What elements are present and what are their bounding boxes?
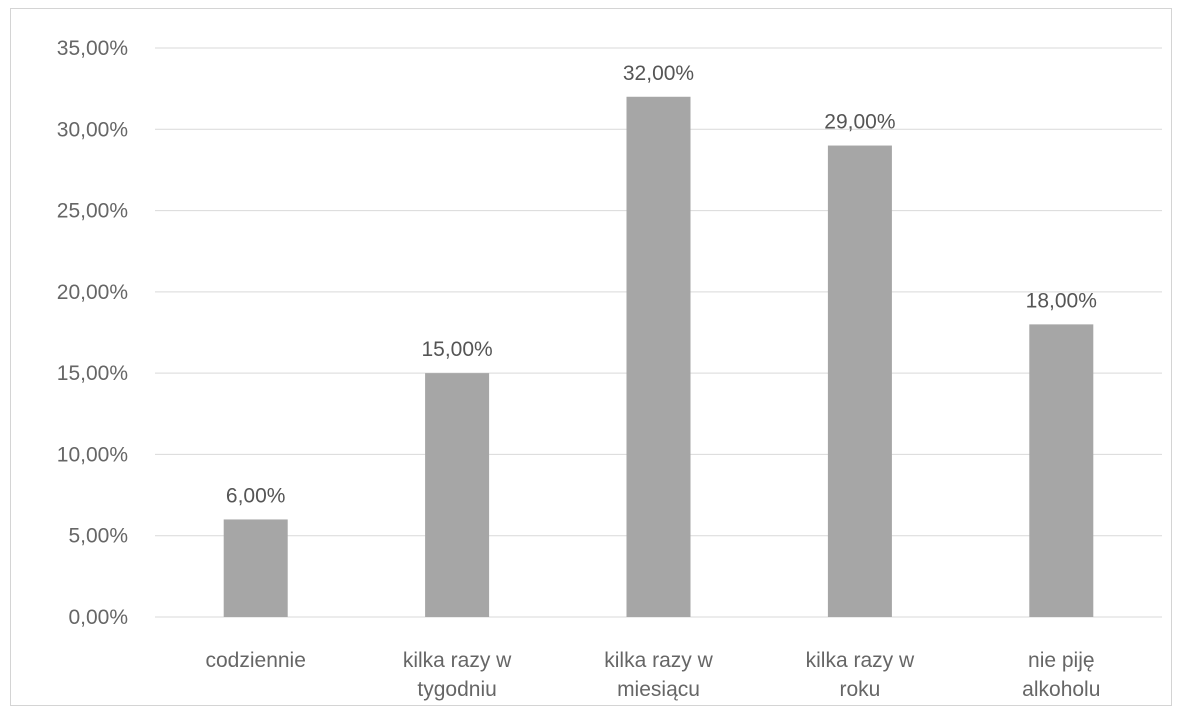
- y-tick-label: 20,00%: [57, 281, 128, 304]
- data-label: 6,00%: [226, 484, 286, 507]
- bar: [425, 373, 490, 617]
- x-tick-label: kilka razy w: [604, 649, 713, 672]
- bar: [223, 519, 288, 617]
- y-tick-label: 5,00%: [68, 525, 128, 548]
- x-tick-label: codziennie: [205, 649, 305, 672]
- x-tick-label: kilka razy w: [806, 649, 915, 672]
- data-label: 18,00%: [1026, 289, 1097, 312]
- y-axis: 0,00% 5,00% 10,00% 15,00% 20,00% 25,00% 30,00%…: [57, 37, 128, 629]
- x-tick-label: miesiącu: [617, 678, 700, 701]
- y-tick-label: 35,00%: [57, 37, 128, 60]
- bar: [626, 96, 691, 618]
- data-labels: 6,00% 15,00% 32,00% 29,00% 18,00%: [226, 62, 1097, 508]
- y-tick-label: 15,00%: [57, 362, 128, 385]
- y-tick-label: 25,00%: [57, 200, 128, 223]
- x-tick-label: alkoholu: [1022, 678, 1100, 701]
- y-tick-label: 0,00%: [68, 606, 128, 629]
- bar: [1029, 324, 1094, 617]
- y-tick-label: 10,00%: [57, 443, 128, 466]
- y-tick-label: 30,00%: [57, 118, 128, 141]
- data-label: 15,00%: [421, 338, 492, 361]
- chart-frame: [10, 8, 1172, 706]
- x-axis: codziennie kilka razy w tygodniu kilka razy…: [205, 649, 1100, 701]
- bars: [223, 96, 1094, 618]
- x-tick-label: kilka razy w: [403, 649, 512, 672]
- bar: [827, 145, 892, 618]
- data-label: 32,00%: [623, 62, 694, 85]
- x-tick-label: roku: [839, 678, 880, 701]
- data-label: 29,00%: [824, 111, 895, 134]
- x-tick-label: tygodniu: [417, 678, 496, 701]
- x-tick-label: nie piję: [1028, 649, 1095, 672]
